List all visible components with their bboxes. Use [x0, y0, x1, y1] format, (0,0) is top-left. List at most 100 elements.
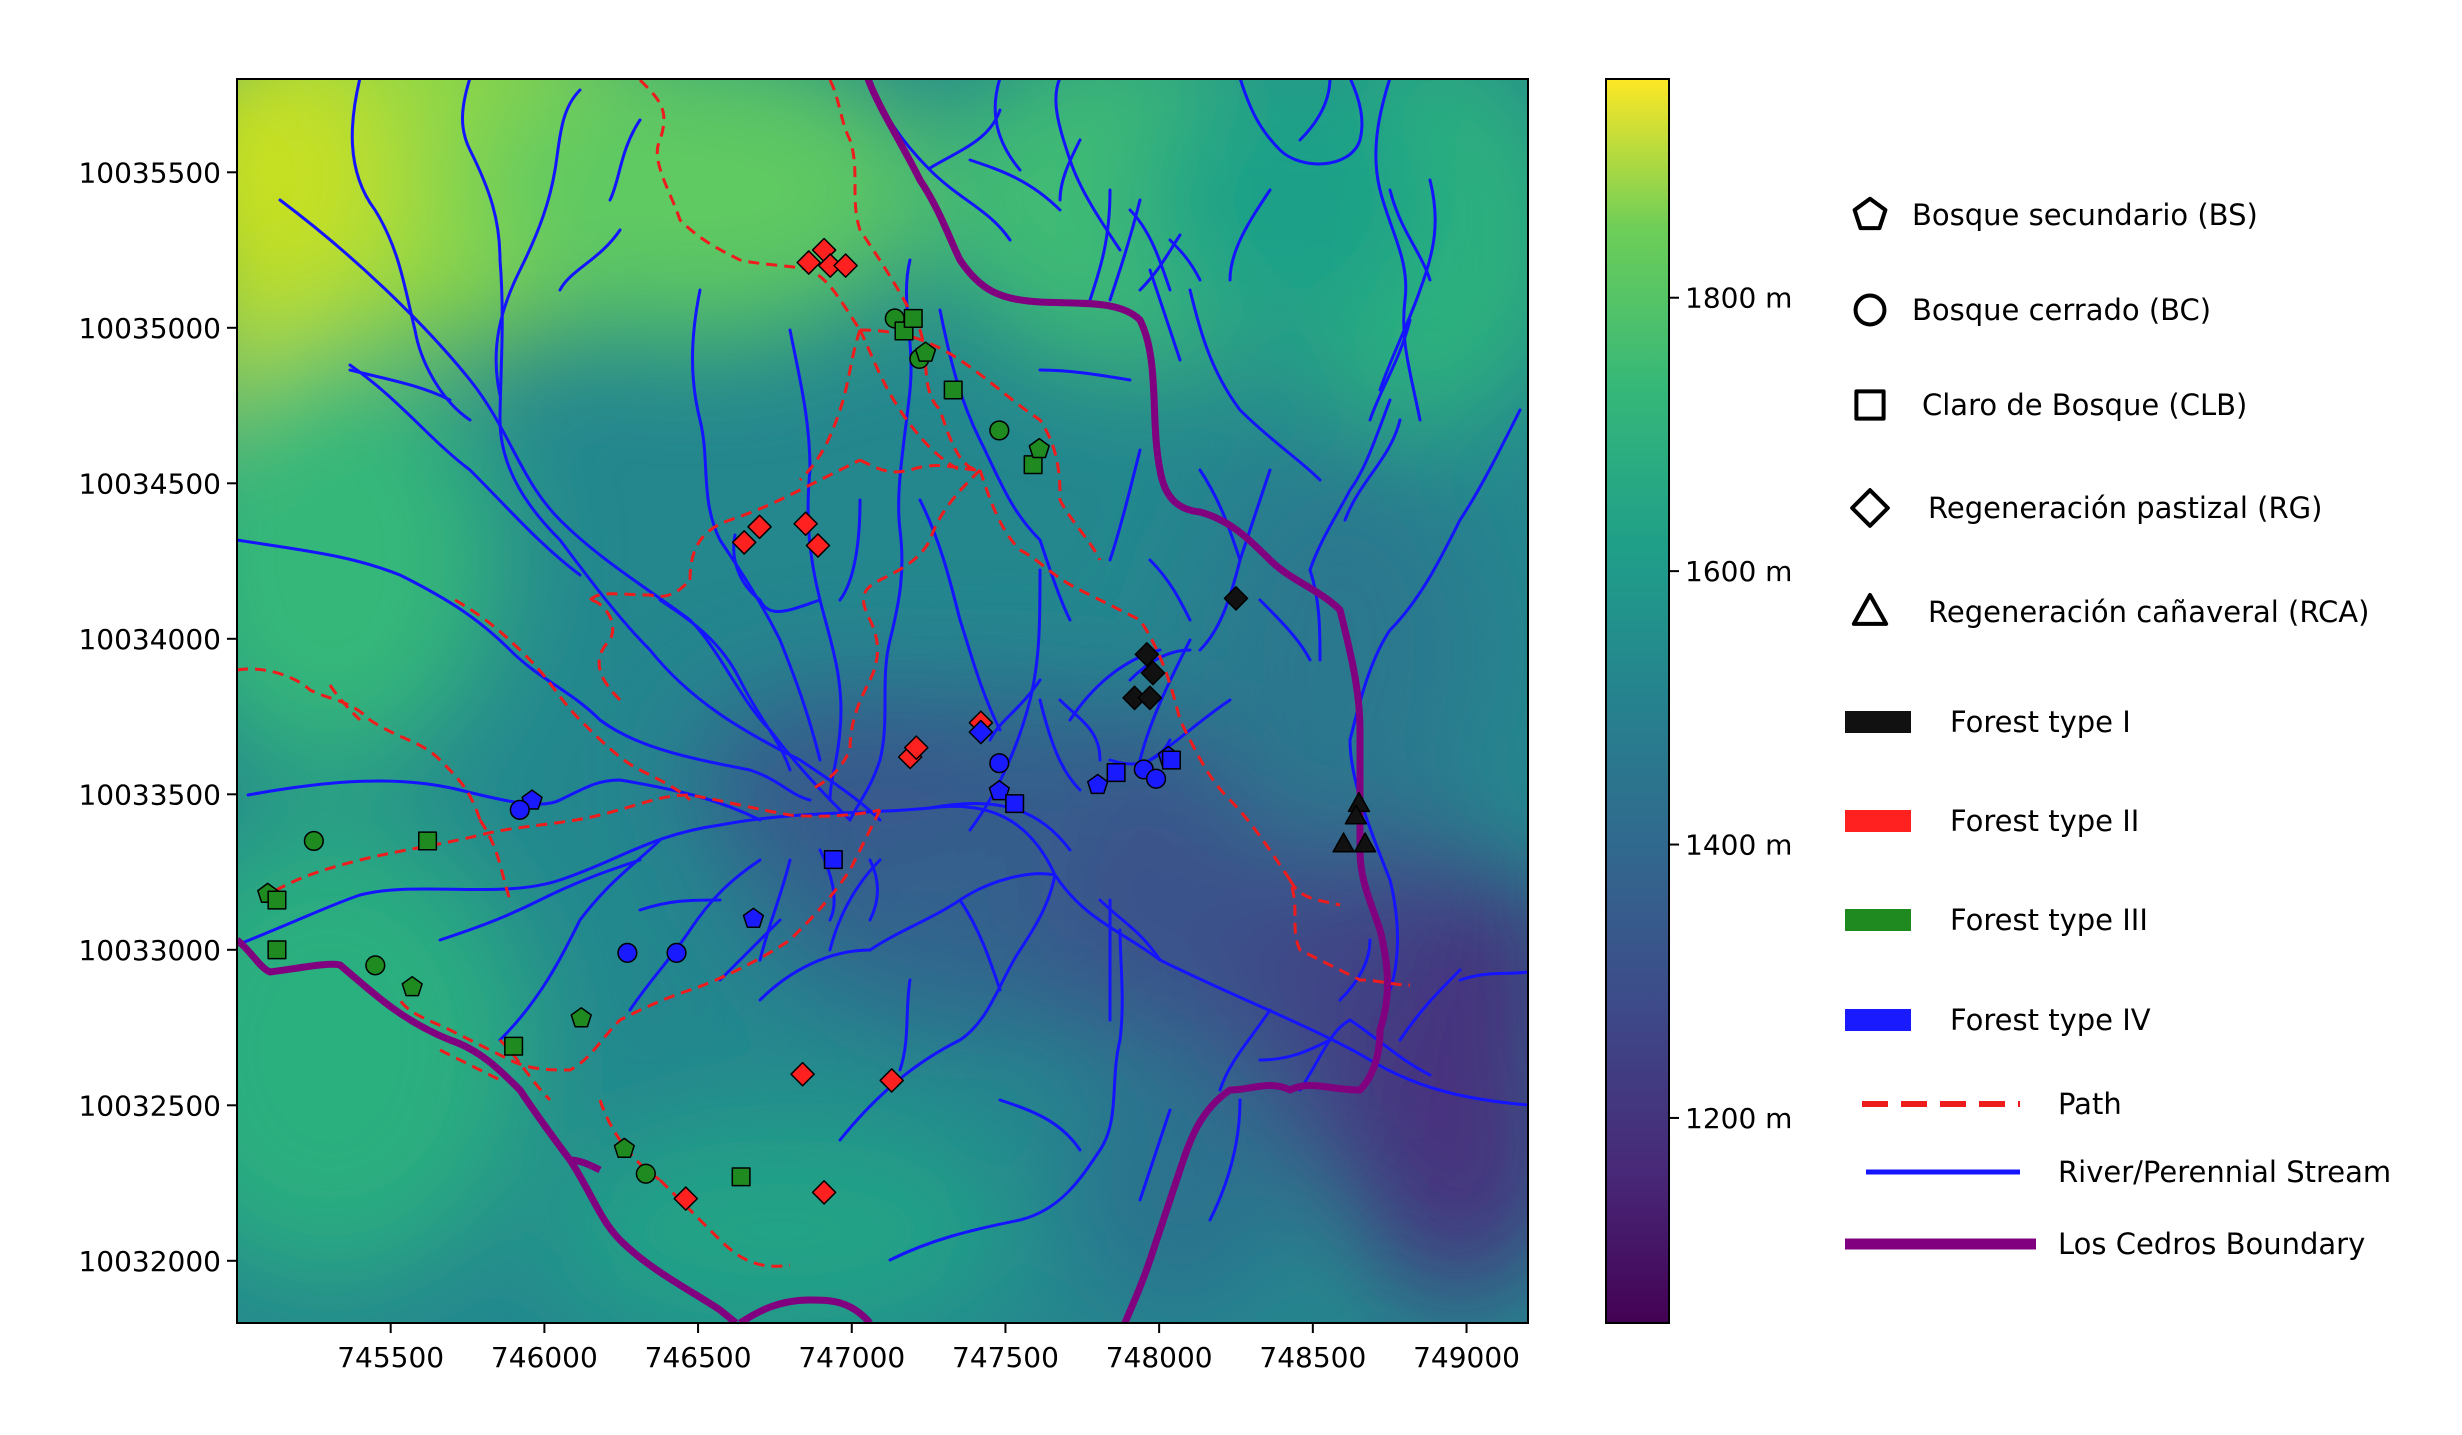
site-marker-square: [823, 850, 843, 870]
site-marker-pentagon: [988, 779, 1010, 801]
y-tick-label: 10033500: [78, 778, 221, 811]
x-tick-label: 746000: [491, 1341, 598, 1374]
legend-label-line: Los Cedros Boundary: [2058, 1227, 2365, 1261]
site-marker-circle: [617, 942, 638, 964]
colorbar-tick-label: 1400 m: [1685, 829, 1792, 862]
y-tick-label: 10035000: [78, 312, 221, 345]
site-marker-square: [943, 380, 963, 400]
y-axis: 10035500 10035000 10034500 10034000 10033500…: [78, 156, 237, 1278]
sample-sites: [257, 237, 1377, 1211]
legend-label-square: Claro de Bosque (CLB): [1922, 388, 2247, 422]
legend-label-pentagon: Bosque secundario (BS): [1912, 198, 2258, 232]
site-marker-square: [1161, 750, 1181, 770]
site-marker-circle: [365, 955, 386, 976]
y-tick-label: 10034500: [78, 467, 221, 500]
legend-label-line: Path: [2058, 1087, 2122, 1121]
legend-marker-circle: [1853, 293, 1887, 327]
site-marker-diamond: [673, 1186, 699, 1211]
colorbar-ticks: 1800 m 1600 m 1400 m 1200 m: [1669, 282, 1792, 1135]
elevation-colorbar: 1800 m 1600 m 1400 m 1200 m: [1605, 78, 1792, 1324]
site-marker-triangle: [1344, 804, 1368, 825]
y-tick-label: 10032500: [78, 1089, 221, 1122]
site-marker-square: [267, 890, 287, 910]
site-marker-diamond: [833, 253, 858, 278]
legend-label-forest-type: Forest type III: [1950, 903, 2148, 937]
site-marker-diamond: [796, 250, 822, 275]
legend-marker-triangle: [1851, 593, 1889, 626]
site-marker-pentagon: [613, 1137, 635, 1159]
site-marker-diamond: [1140, 660, 1166, 686]
map-legend: Bosque secundario (BS) Bosque cerrado (BC…: [1845, 196, 2391, 1261]
y-tick-label: 10035500: [78, 156, 221, 189]
site-marker-pentagon: [1086, 773, 1109, 795]
colorbar-gradient: [1605, 78, 1670, 1324]
legend-label-diamond: Regeneración pastizal (RG): [1928, 491, 2322, 525]
site-marker-circle: [666, 942, 687, 964]
legend-label-forest-type: Forest type II: [1950, 804, 2139, 838]
legend-marker-diamond: [1850, 488, 1890, 528]
site-marker-diamond: [1134, 642, 1160, 667]
site-marker-square: [731, 1167, 751, 1187]
site-marker-circle: [1145, 768, 1167, 789]
river-network: [237, 79, 1528, 1262]
legend-swatch-forest-type: [1845, 1009, 1911, 1031]
y-tick-label: 10034000: [78, 623, 221, 656]
site-marker-pentagon: [1028, 437, 1050, 459]
x-tick-label: 747500: [952, 1341, 1059, 1374]
x-tick-label: 746500: [645, 1341, 752, 1374]
legend-swatch-forest-type: [1845, 909, 1911, 931]
site-marker-circle: [989, 753, 1010, 774]
site-marker-diamond: [879, 1068, 905, 1093]
legend-marker-pentagon: [1852, 196, 1888, 231]
colorbar-tick-label: 1600 m: [1685, 555, 1792, 588]
legend-marker-square: [1854, 389, 1886, 421]
site-marker-square: [504, 1036, 524, 1056]
site-marker-diamond: [904, 735, 929, 760]
legend-label-line: River/Perennial Stream: [2058, 1155, 2391, 1189]
y-tick-label: 10032000: [78, 1245, 221, 1278]
site-marker-diamond: [747, 514, 772, 540]
site-marker-pentagon: [742, 907, 765, 928]
site-marker-diamond: [805, 533, 831, 558]
site-marker-square: [267, 940, 287, 960]
site-marker-square: [1023, 455, 1043, 475]
legend-label-triangle: Regeneración cañaveral (RCA): [1928, 595, 2369, 629]
site-marker-circle: [509, 799, 530, 820]
site-marker-diamond: [968, 719, 994, 745]
x-tick-label: 747000: [798, 1341, 905, 1374]
legend-swatch-forest-type: [1845, 711, 1911, 733]
site-marker-diamond: [1137, 685, 1163, 711]
site-marker-circle: [635, 1163, 656, 1184]
legend-label-forest-type: Forest type IV: [1950, 1003, 2151, 1037]
x-tick-label: 749000: [1413, 1341, 1520, 1374]
site-marker-circle: [303, 830, 324, 852]
colorbar-tick-label: 1200 m: [1685, 1102, 1792, 1135]
site-marker-square: [903, 308, 923, 329]
x-tick-label: 748500: [1259, 1341, 1366, 1374]
x-tick-label: 748000: [1106, 1341, 1213, 1374]
site-marker-pentagon: [401, 975, 423, 997]
legend-label-circle: Bosque cerrado (BC): [1912, 293, 2211, 327]
los-cedros-boundary: [237, 79, 1391, 1323]
site-marker-diamond: [1223, 586, 1249, 611]
site-marker-circle: [989, 420, 1010, 441]
y-tick-label: 10033000: [78, 934, 221, 967]
site-marker-diamond: [790, 1061, 815, 1087]
legend-swatch-forest-type: [1845, 810, 1911, 832]
site-marker-square: [418, 831, 438, 851]
site-marker-diamond: [811, 1180, 837, 1205]
site-marker-square: [1005, 794, 1025, 814]
site-marker-pentagon: [914, 341, 937, 362]
site-marker-square: [1106, 762, 1126, 783]
site-marker-diamond: [793, 511, 818, 537]
site-marker-triangle: [1353, 832, 1377, 853]
site-marker-triangle: [1332, 832, 1355, 853]
x-axis: 745500 746000 746500 747000 747500 748000 7485…: [337, 1323, 1520, 1374]
site-marker-pentagon: [570, 1007, 592, 1028]
site-marker-diamond: [731, 530, 757, 555]
x-tick-label: 745500: [337, 1341, 444, 1374]
legend-label-forest-type: Forest type I: [1950, 705, 2131, 739]
elevation-raster: [237, 79, 1528, 1323]
